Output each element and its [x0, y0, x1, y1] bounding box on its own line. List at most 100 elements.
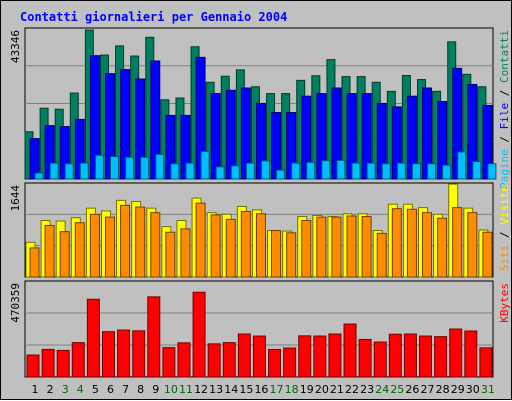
- data-bar: [240, 211, 251, 278]
- x-tick-label: 2: [47, 383, 54, 396]
- data-bar: [449, 328, 463, 378]
- legend-entry: Visite: [498, 185, 511, 225]
- data-bar: [437, 217, 448, 278]
- y-max-label: 43346: [9, 30, 22, 63]
- x-tick-label: 17: [270, 383, 284, 396]
- data-bar: [411, 163, 421, 180]
- legend-entry: KBytes: [498, 283, 511, 323]
- x-tick-label: 6: [107, 383, 114, 396]
- legend-entry: Pagine: [498, 149, 511, 189]
- x-tick-label: 30: [466, 383, 480, 396]
- bar-series: [24, 29, 497, 378]
- data-bar: [210, 93, 221, 180]
- data-bar: [44, 225, 55, 278]
- data-bar: [255, 213, 266, 278]
- x-tick-label: 7: [122, 383, 129, 396]
- data-bar: [316, 216, 327, 278]
- data-bar: [351, 162, 361, 180]
- data-bar: [94, 154, 104, 180]
- data-bar: [467, 212, 478, 278]
- x-tick-label: 24: [375, 383, 389, 396]
- data-bar: [331, 216, 342, 278]
- data-bar: [403, 333, 417, 378]
- axis-labels: 43346 Pagine / File / Contatti 1644 Siti / …: [9, 30, 511, 396]
- legend-entry: /: [498, 129, 511, 149]
- data-bar: [286, 232, 297, 278]
- data-bar: [361, 216, 372, 278]
- x-tick-label: 25: [390, 383, 404, 396]
- x-tick-label: 18: [285, 383, 299, 396]
- y-max-label: 470359: [9, 283, 22, 323]
- y-max-label: 1644: [9, 185, 22, 212]
- data-bar: [419, 335, 433, 378]
- data-bar: [150, 212, 161, 278]
- data-bar: [165, 231, 176, 278]
- data-bar: [422, 212, 433, 278]
- x-tick-label: 10: [164, 383, 178, 396]
- data-bar: [26, 354, 40, 378]
- data-bar: [207, 343, 221, 378]
- data-bar: [358, 338, 372, 378]
- data-bar: [457, 151, 467, 180]
- data-bar: [41, 348, 55, 378]
- data-bar: [381, 163, 391, 180]
- data-bar: [230, 165, 240, 180]
- data-bar: [301, 219, 312, 278]
- data-bar: [64, 163, 74, 180]
- data-bar: [192, 291, 206, 378]
- data-bar: [388, 333, 402, 378]
- x-tick-label: 20: [315, 383, 329, 396]
- data-bar: [427, 163, 437, 180]
- data-bar: [291, 162, 301, 180]
- x-tick-label: 3: [62, 383, 69, 396]
- data-bar: [336, 159, 346, 180]
- data-bar: [117, 329, 131, 378]
- x-tick-label: 4: [77, 383, 84, 396]
- data-bar: [155, 153, 165, 180]
- data-bar: [89, 213, 100, 278]
- legend-entry: File: [498, 103, 511, 130]
- data-bar: [391, 208, 402, 278]
- data-bar: [313, 335, 327, 378]
- x-tick-label: 31: [481, 383, 495, 396]
- x-tick-label: 21: [330, 383, 344, 396]
- data-bar: [479, 347, 493, 378]
- x-tick-label: 12: [194, 383, 208, 396]
- legend-entry: Siti: [498, 245, 511, 272]
- data-bar: [101, 331, 115, 378]
- data-bar: [132, 330, 146, 378]
- data-bar: [162, 347, 176, 378]
- data-bar: [252, 335, 266, 378]
- data-bar: [271, 230, 282, 278]
- x-tick-label: 23: [360, 383, 374, 396]
- legend-entry: /: [498, 83, 511, 103]
- data-bar: [180, 228, 191, 278]
- data-bar: [406, 208, 417, 278]
- x-tick-label: 13: [209, 383, 223, 396]
- data-bar: [135, 206, 146, 278]
- data-bar: [442, 164, 452, 180]
- data-bar: [328, 333, 342, 378]
- data-bar: [222, 342, 236, 378]
- data-bar: [260, 160, 270, 180]
- data-bar: [49, 162, 59, 180]
- data-bar: [298, 335, 312, 378]
- data-bar: [185, 162, 195, 180]
- data-bar: [140, 156, 150, 180]
- data-bar: [306, 161, 316, 180]
- data-bar: [464, 330, 478, 378]
- x-tick-label: 26: [405, 383, 419, 396]
- data-bar: [210, 214, 221, 278]
- x-tick-label: 8: [137, 383, 144, 396]
- legend-label: KBytes: [498, 283, 511, 323]
- data-bar: [195, 202, 206, 278]
- data-bar: [147, 296, 161, 378]
- data-bar: [56, 349, 70, 378]
- data-bar: [125, 156, 135, 180]
- data-bar: [373, 341, 387, 378]
- data-bar: [79, 162, 89, 180]
- data-bar: [434, 336, 448, 378]
- data-bar: [482, 231, 493, 278]
- data-bar: [452, 207, 463, 278]
